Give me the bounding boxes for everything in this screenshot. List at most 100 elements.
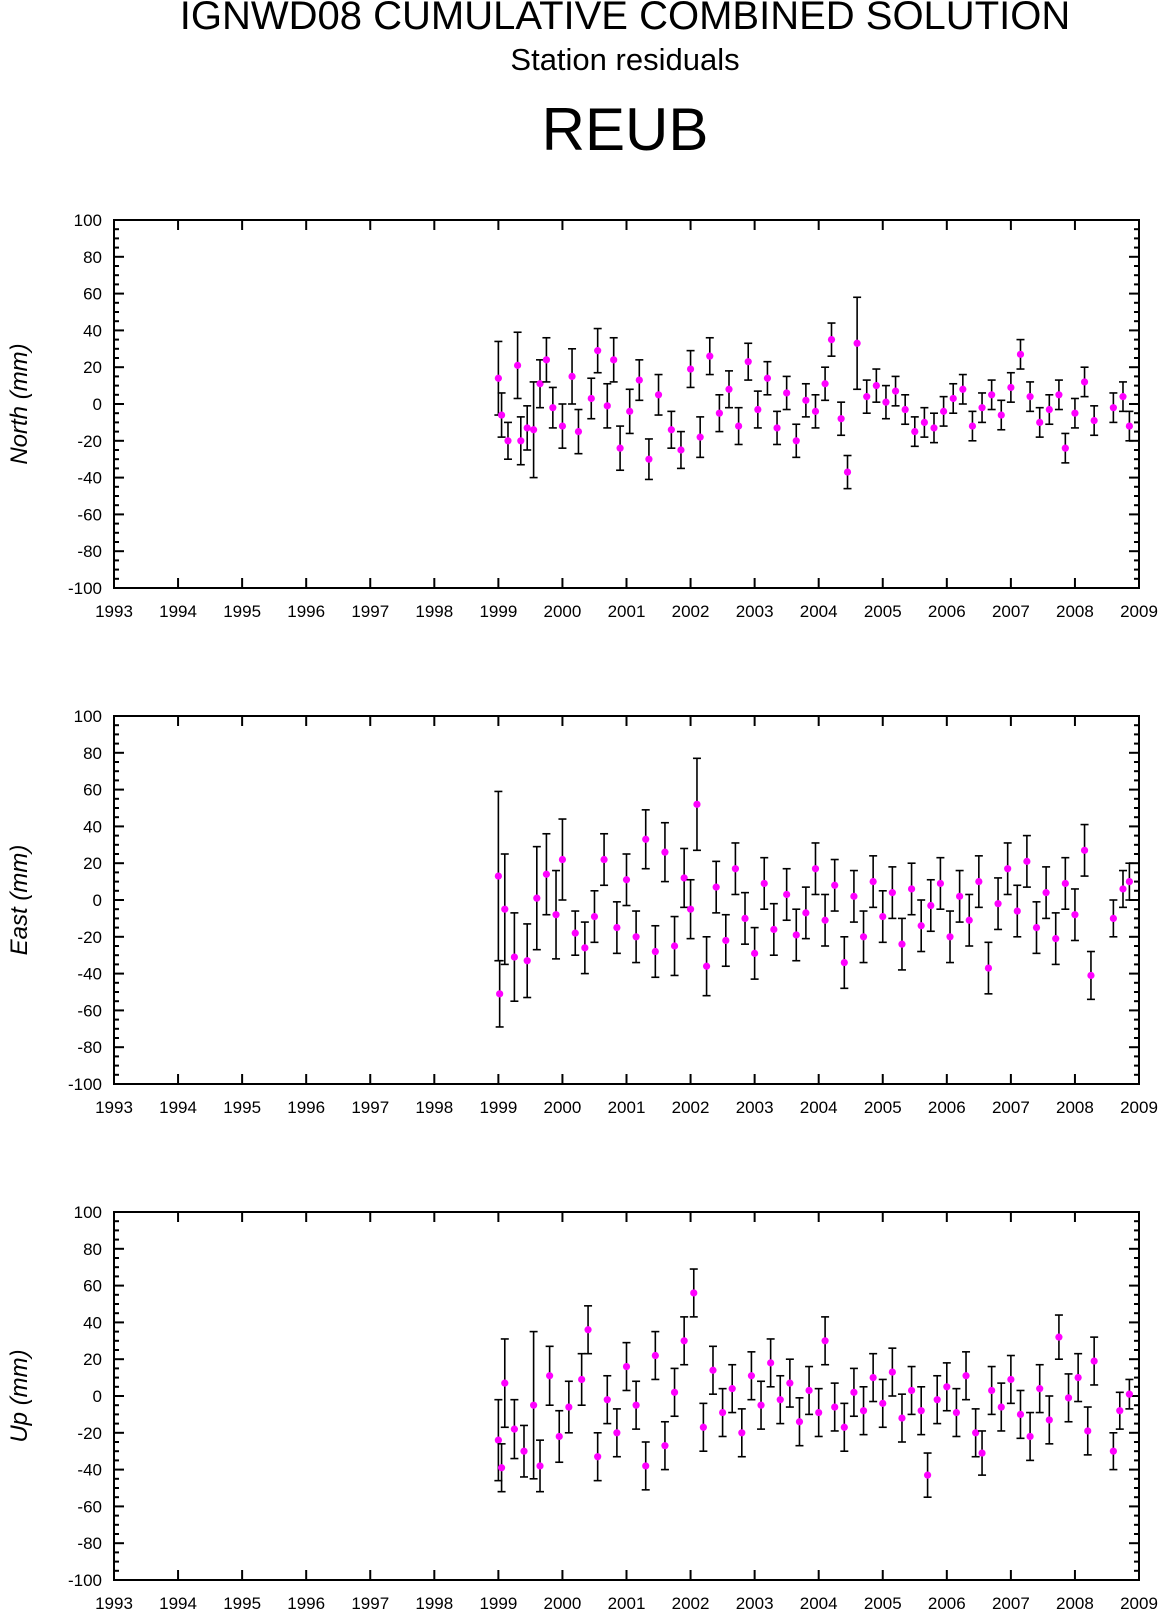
data-point	[1080, 366, 1089, 398]
marker	[898, 940, 906, 948]
marker	[1064, 1394, 1073, 1402]
data-point	[785, 1358, 794, 1408]
marker	[741, 914, 749, 923]
data-point	[862, 379, 871, 415]
marker	[997, 1403, 1005, 1411]
marker	[1071, 911, 1079, 919]
marker	[497, 1464, 506, 1472]
data-point	[702, 935, 711, 997]
data-point	[686, 878, 695, 940]
marker	[600, 855, 608, 864]
marker	[546, 1372, 554, 1380]
data-point	[552, 869, 561, 960]
marker	[933, 1396, 941, 1404]
data-point	[859, 910, 868, 964]
data-point	[930, 412, 938, 444]
marker	[680, 874, 688, 882]
data-point	[1026, 1411, 1035, 1462]
marker	[632, 1401, 640, 1409]
marker	[994, 900, 1002, 908]
data-point	[897, 917, 906, 971]
marker	[1125, 1390, 1133, 1398]
marker	[1026, 393, 1034, 401]
data-point	[1003, 842, 1012, 896]
marker	[686, 365, 695, 373]
marker	[581, 944, 589, 952]
marker	[523, 957, 531, 965]
data-point	[651, 924, 660, 979]
data-point	[1125, 862, 1134, 901]
data-point	[955, 869, 964, 923]
data-point	[971, 1408, 980, 1458]
data-point	[686, 349, 695, 389]
data-point	[897, 1393, 906, 1443]
data-point	[548, 386, 557, 429]
y-tick-label: 80	[83, 1240, 102, 1259]
data-point	[997, 1382, 1006, 1432]
marker	[972, 1429, 980, 1437]
marker	[510, 953, 518, 961]
data-point	[510, 912, 519, 1003]
marker	[859, 1407, 868, 1415]
marker	[988, 1386, 996, 1395]
plot-frame	[113, 1211, 1140, 1581]
data-point	[734, 406, 743, 446]
data-point	[744, 342, 753, 381]
data-point	[564, 1380, 573, 1434]
data-point	[1061, 432, 1070, 464]
marker	[613, 1429, 621, 1437]
marker	[513, 361, 522, 369]
data-point	[529, 381, 538, 479]
marker	[1084, 1427, 1092, 1435]
data-point	[853, 296, 862, 391]
data-point	[1125, 410, 1134, 442]
data-point	[529, 1330, 538, 1480]
data-point	[1064, 1373, 1073, 1423]
x-tick-label: 1998	[415, 602, 453, 621]
data-point	[949, 382, 958, 415]
marker	[1119, 885, 1127, 893]
marker	[530, 1401, 538, 1409]
data-point	[612, 1408, 621, 1458]
data-point	[577, 1352, 586, 1406]
data-point	[632, 910, 641, 964]
x-tick-label: 2000	[544, 602, 582, 621]
y-axis-label: North (mm)	[6, 343, 33, 464]
marker	[783, 890, 791, 899]
data-point	[917, 1386, 926, 1436]
data-point	[728, 1363, 737, 1414]
x-tick-label: 1996	[287, 602, 325, 621]
marker	[1109, 1447, 1117, 1455]
data-point	[715, 393, 724, 433]
data-point	[1013, 884, 1022, 938]
data-point	[997, 399, 1006, 431]
data-point	[760, 856, 769, 911]
marker	[747, 1372, 756, 1380]
marker	[494, 872, 502, 880]
data-point	[1054, 1314, 1063, 1360]
marker	[494, 374, 502, 382]
data-point	[510, 1398, 519, 1460]
marker	[632, 933, 640, 941]
marker	[917, 922, 925, 930]
x-tick-label: 2004	[800, 602, 838, 621]
marker	[882, 398, 890, 406]
data-point	[523, 405, 532, 451]
marker	[667, 426, 675, 434]
data-point	[1115, 1391, 1124, 1430]
x-tick-label: 2004	[800, 1594, 838, 1613]
marker	[603, 402, 611, 410]
x-tick-label: 2003	[736, 1594, 774, 1613]
marker	[558, 855, 567, 864]
marker	[686, 905, 695, 913]
marker	[811, 407, 820, 415]
y-tick-label: 60	[83, 1277, 102, 1296]
marker	[978, 1449, 986, 1457]
x-tick-label: 1994	[159, 1594, 197, 1613]
marker	[965, 916, 973, 924]
y-tick-label: -100	[68, 579, 102, 598]
data-point	[600, 832, 609, 887]
data-point	[849, 869, 858, 923]
data-point	[500, 1338, 509, 1429]
marker	[690, 1289, 698, 1297]
